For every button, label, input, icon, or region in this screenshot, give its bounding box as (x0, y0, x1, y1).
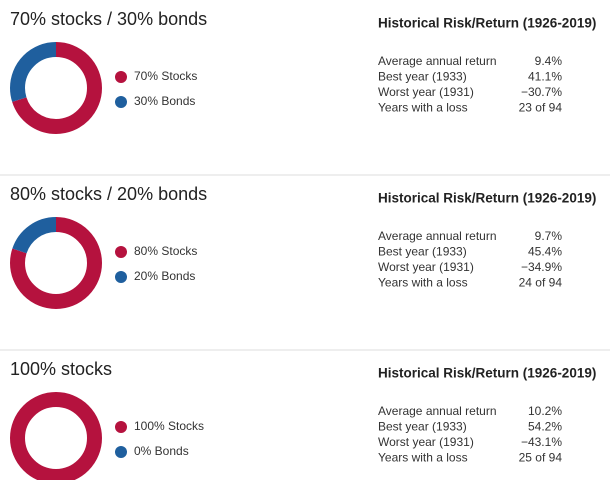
stat-value: 41.1% (528, 70, 562, 84)
stat-value: −30.7% (521, 85, 562, 99)
stat-label: Worst year (1931) (378, 85, 474, 99)
legend-swatch (115, 271, 127, 283)
stat-label: Worst year (1931) (378, 435, 474, 449)
stat-value: 24 of 94 (519, 276, 563, 290)
chart-title: 100% stocks (10, 359, 112, 379)
chart-title: 70% stocks / 30% bonds (10, 9, 207, 29)
donut-segment (10, 217, 102, 309)
stat-label: Average annual return (378, 54, 497, 68)
stats-title: Historical Risk/Return (1926-2019) (378, 16, 596, 31)
stat-value: 54.2% (528, 420, 562, 434)
stat-value: −34.9% (521, 260, 562, 274)
legend-label: 80% Stocks (134, 244, 197, 258)
stat-value: 9.7% (535, 229, 563, 243)
legend-label: 30% Bonds (134, 94, 195, 108)
stat-label: Years with a loss (378, 451, 468, 465)
stat-label: Best year (1933) (378, 420, 467, 434)
stat-label: Years with a loss (378, 276, 468, 290)
legend-swatch (115, 421, 127, 433)
donut-segment (10, 392, 102, 480)
stat-value: 10.2% (528, 404, 562, 418)
chart-title: 80% stocks / 20% bonds (10, 184, 207, 204)
legend-swatch (115, 96, 127, 108)
legend-label: 0% Bonds (134, 444, 189, 458)
legend-swatch (115, 246, 127, 258)
legend-swatch (115, 446, 127, 458)
legend-label: 20% Bonds (134, 269, 195, 283)
stat-value: 23 of 94 (519, 101, 563, 115)
donut-segment (10, 42, 102, 134)
stat-value: −43.1% (521, 435, 562, 449)
legend-label: 70% Stocks (134, 69, 197, 83)
stats-title: Historical Risk/Return (1926-2019) (378, 191, 596, 206)
stat-label: Average annual return (378, 404, 497, 418)
legend-label: 100% Stocks (134, 419, 204, 433)
stats-title: Historical Risk/Return (1926-2019) (378, 366, 596, 381)
stat-label: Worst year (1931) (378, 260, 474, 274)
legend-swatch (115, 71, 127, 83)
stat-label: Years with a loss (378, 101, 468, 115)
stat-label: Best year (1933) (378, 245, 467, 259)
stat-value: 9.4% (535, 54, 563, 68)
stat-label: Average annual return (378, 229, 497, 243)
stat-value: 45.4% (528, 245, 562, 259)
stat-label: Best year (1933) (378, 70, 467, 84)
stat-value: 25 of 94 (519, 451, 563, 465)
